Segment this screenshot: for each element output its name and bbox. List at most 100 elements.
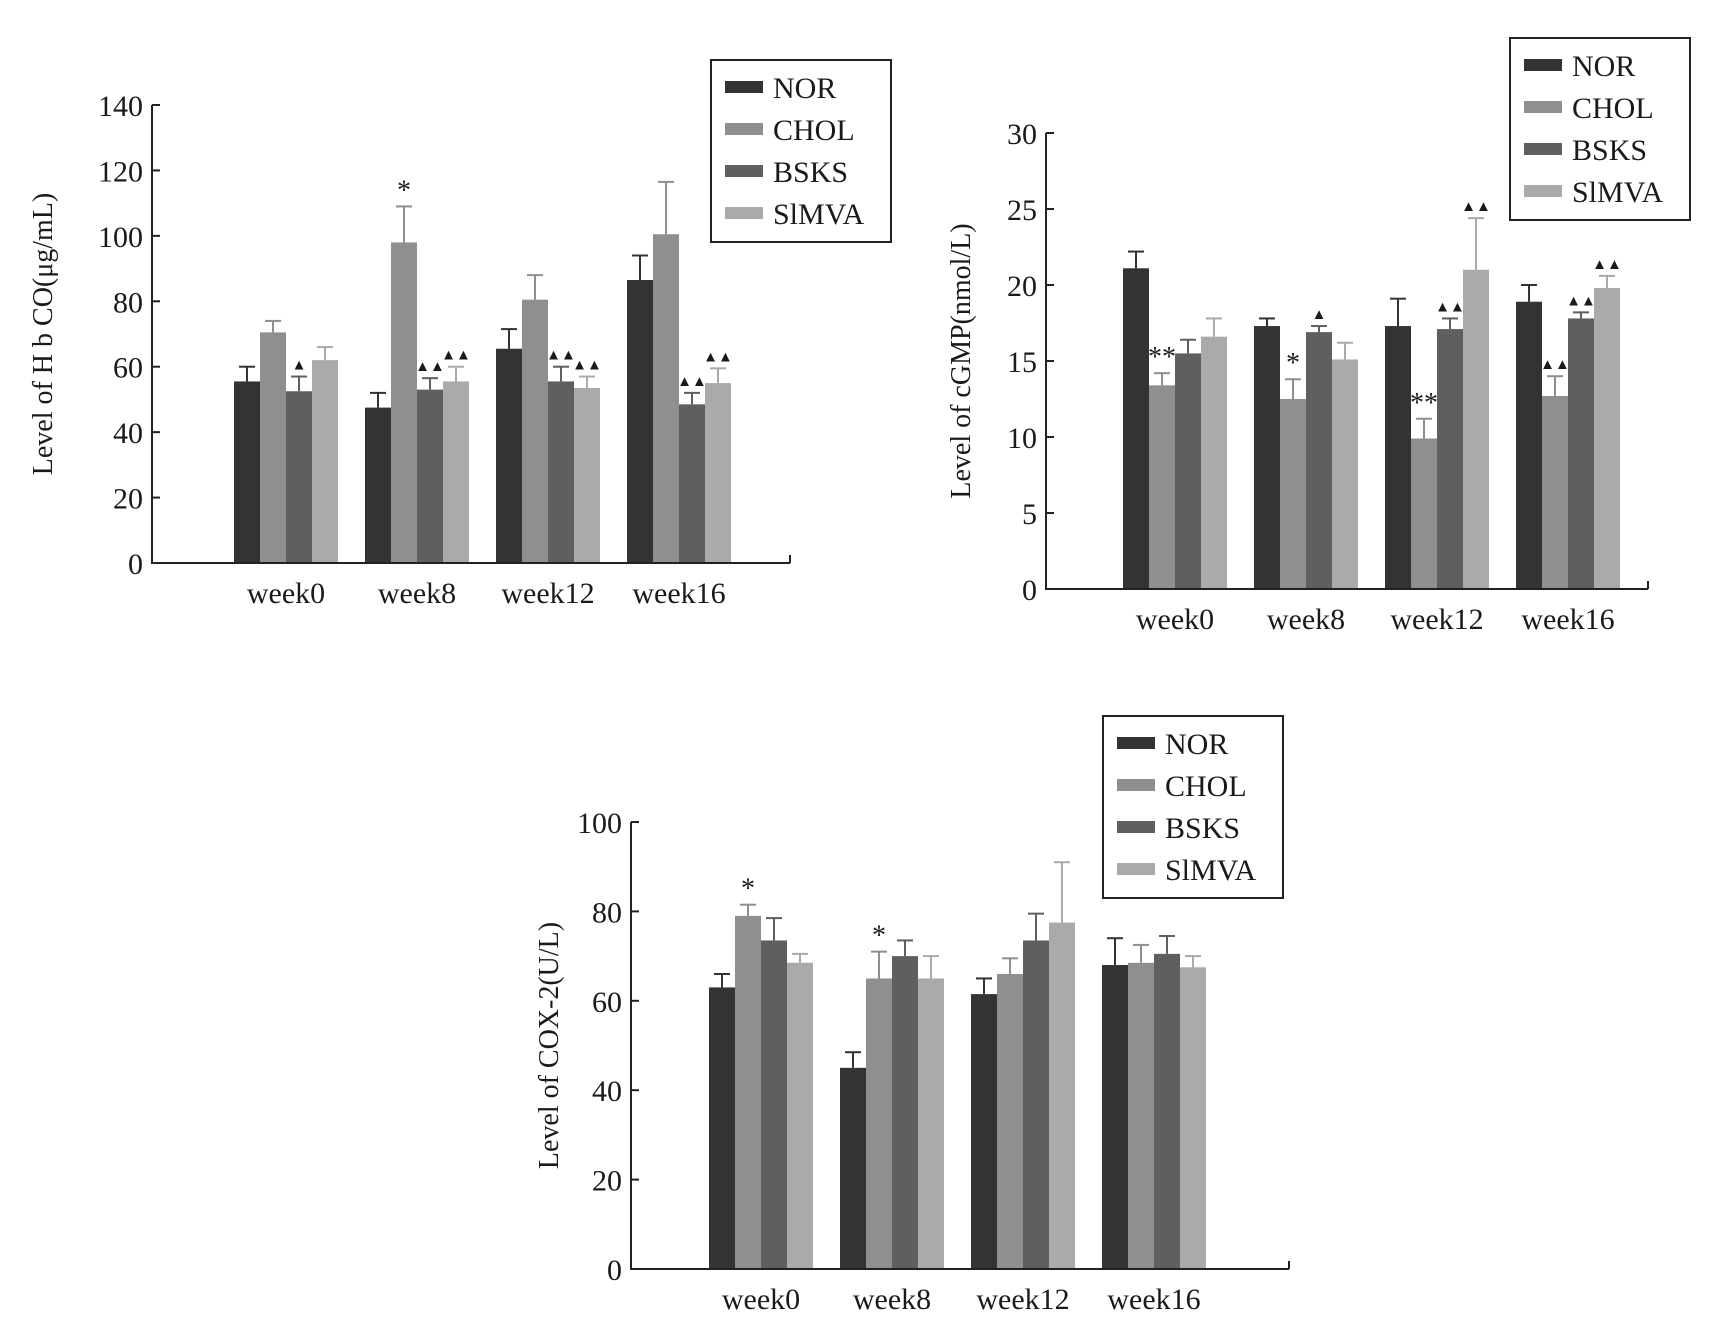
bar-chol-week0 — [735, 915, 761, 1269]
significance-mark: * — [1286, 348, 1300, 379]
significance-mark: ▲▲ — [1435, 299, 1465, 315]
legend-swatch-bsks — [1117, 821, 1155, 833]
y-tick-label: 40 — [592, 1075, 622, 1108]
bar-bsks-week12 — [548, 381, 574, 563]
bar-bsks-week0 — [286, 391, 312, 563]
bar-slmva-week0 — [1201, 336, 1227, 589]
legend-label-nor: NOR — [1165, 728, 1228, 761]
bar-slmva-week12 — [1049, 922, 1075, 1269]
significance-mark: ▲▲ — [441, 348, 471, 364]
legend-swatch-bsks — [1524, 143, 1562, 155]
legend-label-bsks: BSKS — [1165, 812, 1240, 845]
y-tick-label: 0 — [607, 1254, 622, 1287]
bar-chol-week16 — [653, 234, 679, 563]
y-tick-label: 10 — [1007, 422, 1037, 455]
significance-mark: ▲ — [292, 358, 307, 374]
x-tick-label: week0 — [247, 577, 325, 610]
y-tick-label: 80 — [592, 896, 622, 929]
bar-bsks-week16 — [1154, 953, 1180, 1269]
x-tick-label: week8 — [378, 577, 456, 610]
y-tick-label: 20 — [113, 483, 143, 516]
bar-bsks-week0 — [1175, 353, 1201, 589]
y-tick-label: 15 — [1007, 346, 1037, 379]
bar-nor-week16 — [627, 280, 653, 563]
bar-nor-week16 — [1516, 301, 1542, 589]
bar-bsks-week12 — [1023, 940, 1049, 1269]
x-tick-label: week12 — [501, 577, 594, 610]
bar-bsks-week16 — [679, 404, 705, 563]
legend-label-chol: CHOL — [1572, 92, 1654, 125]
bar-slmva-week8 — [1332, 359, 1358, 589]
y-axis-label: Level of COX-2(U/L) — [534, 922, 565, 1169]
bar-nor-week8 — [840, 1067, 866, 1269]
bar-slmva-week0 — [312, 360, 338, 563]
x-tick-label: week12 — [976, 1283, 1069, 1316]
bar-chol-week16 — [1542, 395, 1568, 589]
bar-slmva-week16 — [705, 383, 731, 563]
bar-slmva-week16 — [1594, 288, 1620, 589]
x-tick-label: week0 — [1136, 603, 1214, 636]
x-tick-label: week8 — [853, 1283, 931, 1316]
x-tick-label: week8 — [1267, 603, 1345, 636]
bar-nor-week0 — [1123, 268, 1149, 589]
legend: NOR CHOL BSKS SlMVA — [1509, 37, 1691, 221]
y-tick-label: 60 — [113, 352, 143, 385]
y-tick-label: 80 — [113, 286, 143, 319]
bar-chol-week12 — [1411, 438, 1437, 589]
legend-label-nor: NOR — [1572, 50, 1635, 83]
significance-mark: ▲▲ — [415, 359, 445, 375]
legend-swatch-chol — [1524, 101, 1562, 113]
significance-mark: ▲▲ — [1592, 257, 1622, 273]
bar-nor-week0 — [709, 987, 735, 1269]
y-tick-label: 120 — [98, 155, 143, 188]
legend-swatch-slmva — [1524, 185, 1562, 197]
legend-label-slmva: SlMVA — [1572, 176, 1663, 209]
legend-label-slmva: SlMVA — [1165, 854, 1256, 887]
bar-slmva-week8 — [443, 381, 469, 563]
legend-swatch-slmva — [1117, 863, 1155, 875]
significance-mark: ▲▲ — [572, 358, 602, 374]
significance-mark: ▲▲ — [1540, 357, 1570, 373]
legend: NOR CHOL BSKS SlMVA — [1102, 715, 1284, 899]
bar-chol-week8 — [1280, 399, 1306, 589]
y-tick-label: 20 — [592, 1165, 622, 1198]
y-tick-label: 60 — [592, 986, 622, 1019]
bar-slmva-week0 — [787, 962, 813, 1269]
y-tick-label: 40 — [113, 417, 143, 450]
significance-mark: * — [741, 874, 755, 905]
bar-chol-week0 — [1149, 385, 1175, 589]
bar-nor-week16 — [1102, 965, 1128, 1269]
legend-label-bsks: BSKS — [1572, 134, 1647, 167]
bar-nor-week12 — [1385, 326, 1411, 589]
significance-mark: ** — [1148, 342, 1176, 373]
bar-chol-week8 — [866, 978, 892, 1269]
legend-swatch-nor — [725, 81, 763, 93]
significance-mark: ▲▲ — [546, 348, 576, 364]
legend-label-chol: CHOL — [773, 114, 855, 147]
bar-nor-week0 — [234, 381, 260, 563]
y-tick-label: 100 — [98, 221, 143, 254]
x-tick-label: week12 — [1390, 603, 1483, 636]
bar-slmva-week12 — [1463, 269, 1489, 589]
legend: NOR CHOL BSKS SlMVA — [710, 59, 892, 243]
bar-slmva-week16 — [1180, 967, 1206, 1269]
bar-bsks-week16 — [1568, 318, 1594, 589]
y-tick-label: 30 — [1007, 118, 1037, 151]
bar-chol-week8 — [391, 242, 417, 563]
y-tick-label: 0 — [1022, 574, 1037, 607]
significance-mark: ** — [1410, 388, 1438, 419]
bar-bsks-week12 — [1437, 329, 1463, 589]
x-tick-label: week16 — [1107, 1283, 1200, 1316]
x-tick-label: week16 — [1521, 603, 1614, 636]
chart-3: * week0 * week8 week12 week16 0 20 40 60 80 100 Leve… — [534, 715, 1290, 1316]
significance-mark: ▲▲ — [677, 374, 707, 390]
bar-slmva-week8 — [918, 978, 944, 1269]
y-axis-label: Level of cGMP(nmol/L) — [946, 223, 977, 498]
legend-swatch-nor — [1117, 737, 1155, 749]
y-tick-label: 20 — [1007, 270, 1037, 303]
legend-label-slmva: SlMVA — [773, 198, 864, 231]
bar-chol-week0 — [260, 332, 286, 563]
bar-bsks-week0 — [761, 940, 787, 1269]
